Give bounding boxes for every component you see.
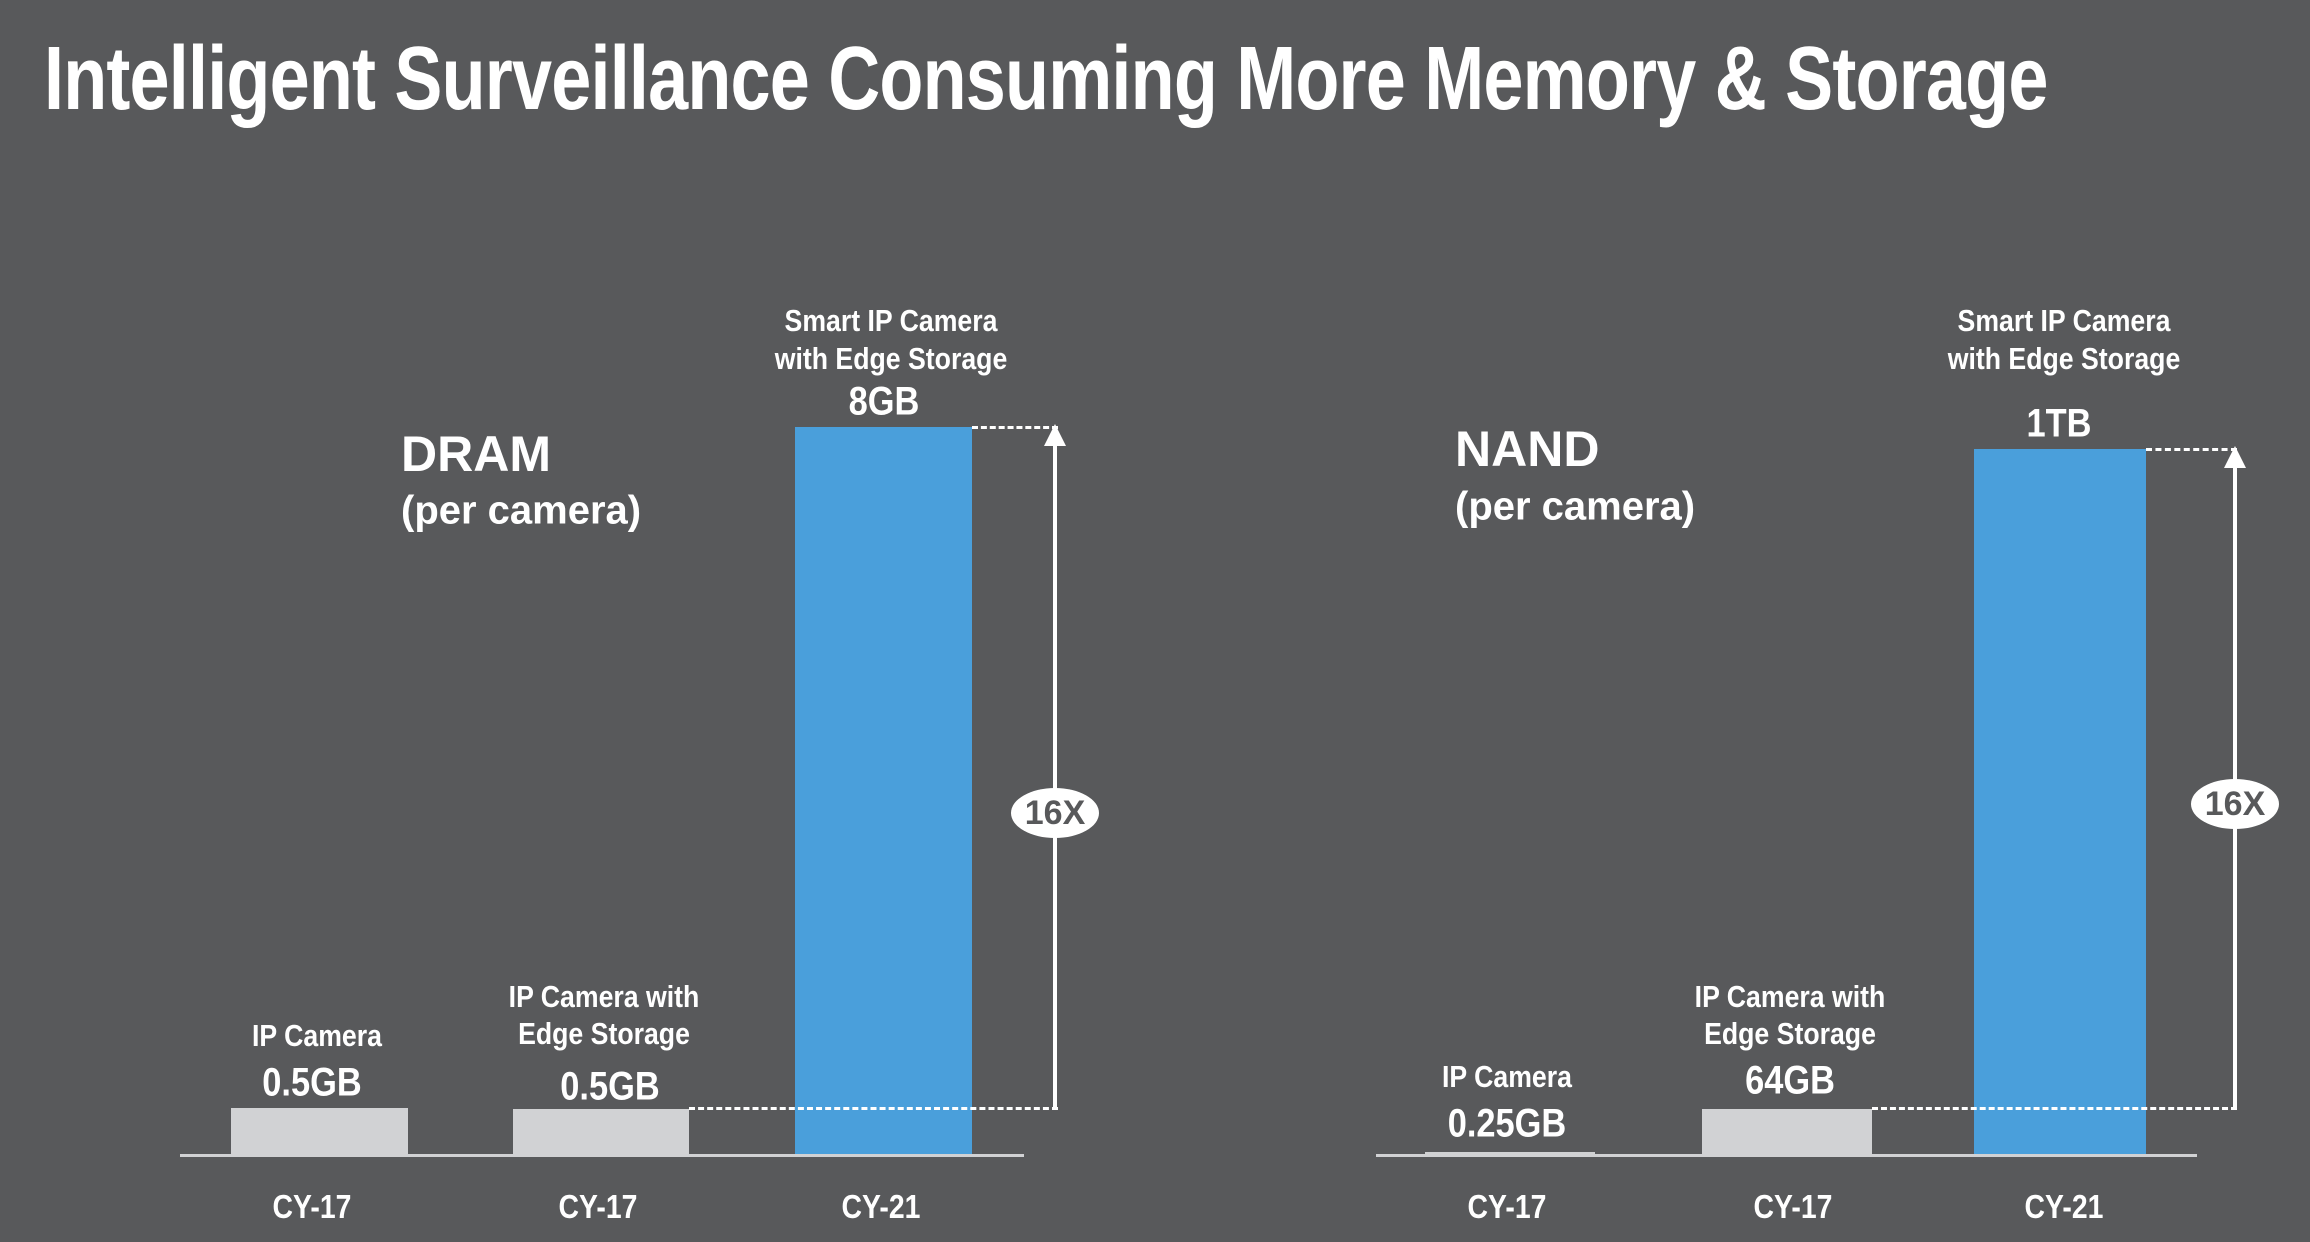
bar-label: with Edge Storage <box>774 341 1008 376</box>
x-tick-label: CY-17 <box>272 1188 352 1225</box>
bar-label: Edge Storage <box>1704 1016 1876 1051</box>
chart-title: DRAM <box>401 426 551 482</box>
baseline-dashed-line <box>1872 1107 2237 1110</box>
value-label: 64GB <box>1745 1058 1835 1103</box>
bar-label: Smart IP Camera <box>1957 303 2171 338</box>
chart-subtitle: (per camera) <box>401 488 642 533</box>
x-tick-label: CY-17 <box>1467 1188 1547 1225</box>
value-label: 0.5GB <box>262 1060 362 1105</box>
x-tick-label: CY-21 <box>2024 1188 2104 1225</box>
bar-label: Edge Storage <box>518 1016 690 1051</box>
bar-ip-camera <box>1425 1152 1595 1155</box>
value-label: 0.5GB <box>560 1064 660 1109</box>
x-tick-label: CY-17 <box>558 1188 638 1225</box>
x-axis <box>180 1154 1024 1157</box>
x-tick-label: CY-17 <box>1753 1188 1833 1225</box>
top-dashed-line <box>2146 448 2237 451</box>
growth-badge: 16X <box>2191 779 2279 829</box>
growth-arrow-line <box>1053 440 1057 1109</box>
chart-title: NAND <box>1455 421 1600 477</box>
bar-label: IP Camera <box>1442 1059 1572 1094</box>
x-axis <box>1376 1154 2197 1157</box>
bar-smart-ip-camera <box>1974 449 2146 1155</box>
slide-title: Intelligent Surveillance Consuming More … <box>44 29 2048 129</box>
bar-ip-camera <box>231 1108 408 1155</box>
growth-badge: 16X <box>1011 788 1099 838</box>
x-tick-label: CY-21 <box>841 1188 921 1225</box>
arrow-up-icon <box>1044 424 1066 446</box>
bar-label: IP Camera <box>252 1018 382 1053</box>
value-label: 0.25GB <box>1447 1101 1567 1146</box>
baseline-dashed-line <box>689 1107 1058 1110</box>
chart-subtitle: (per camera) <box>1455 484 1696 529</box>
bar-label: Smart IP Camera <box>784 303 998 338</box>
bar-label: IP Camera with <box>508 979 700 1014</box>
top-dashed-line <box>972 426 1058 429</box>
value-label: 8GB <box>848 379 920 424</box>
value-label: 1TB <box>2026 401 2092 446</box>
arrow-up-icon <box>2224 446 2246 468</box>
bar-smart-ip-camera <box>795 427 972 1155</box>
bar-label: IP Camera with <box>1694 979 1886 1014</box>
bar-ip-camera-edge <box>513 1109 689 1155</box>
bar-label: with Edge Storage <box>1947 341 2181 376</box>
bar-ip-camera-edge <box>1702 1109 1872 1155</box>
